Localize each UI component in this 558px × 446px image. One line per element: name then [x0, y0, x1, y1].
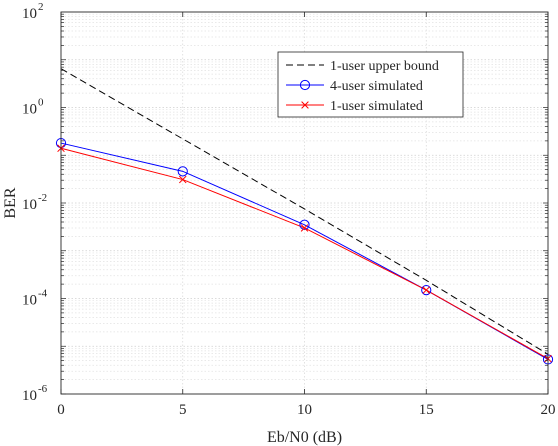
- circle-marker: [421, 284, 432, 296]
- legend: 1-user upper bound 4-user simulated 1-user…: [277, 51, 464, 118]
- y-tick-label: 10: [22, 197, 37, 213]
- x-tick-label: 20: [541, 402, 556, 418]
- x-marker: [178, 175, 187, 184]
- x-axis-tick-labels: 0 5 10 15 20: [57, 402, 555, 418]
- legend-entry-label: 1-user upper bound: [330, 59, 439, 74]
- y-axis-label: BER: [2, 187, 19, 218]
- x-marker: [301, 101, 309, 109]
- legend-entry-label: 4-user simulated: [330, 79, 423, 94]
- x-tick-label: 0: [57, 402, 65, 418]
- x-marker: [422, 286, 431, 294]
- y-tick-exponent: -2: [38, 192, 47, 204]
- y-tick-exponent: 2: [38, 1, 44, 13]
- grid-lines: [61, 12, 548, 394]
- x-marker: [300, 224, 309, 232]
- circle-marker: [177, 166, 188, 177]
- circle-marker: [299, 79, 311, 91]
- axis-ticks: [60, 12, 549, 395]
- y-tick-label: 10: [22, 293, 37, 309]
- y-tick-exponent: 0: [38, 97, 44, 109]
- y-tick-exponent: -6: [38, 383, 48, 395]
- x-tick-label: 10: [297, 402, 312, 418]
- y-tick-label: 10: [22, 388, 37, 404]
- x-tick-label: 15: [419, 402, 434, 418]
- y-tick-label: 10: [22, 6, 37, 22]
- legend-entry-label: 1-user simulated: [330, 99, 423, 114]
- x-tick-label: 5: [179, 402, 187, 418]
- y-tick-exponent: -4: [38, 288, 48, 300]
- series-line: [60, 68, 549, 355]
- circle-marker: [299, 219, 310, 230]
- x-axis-label: Eb/N0 (dB): [267, 429, 342, 446]
- y-tick-label: 10: [22, 102, 37, 118]
